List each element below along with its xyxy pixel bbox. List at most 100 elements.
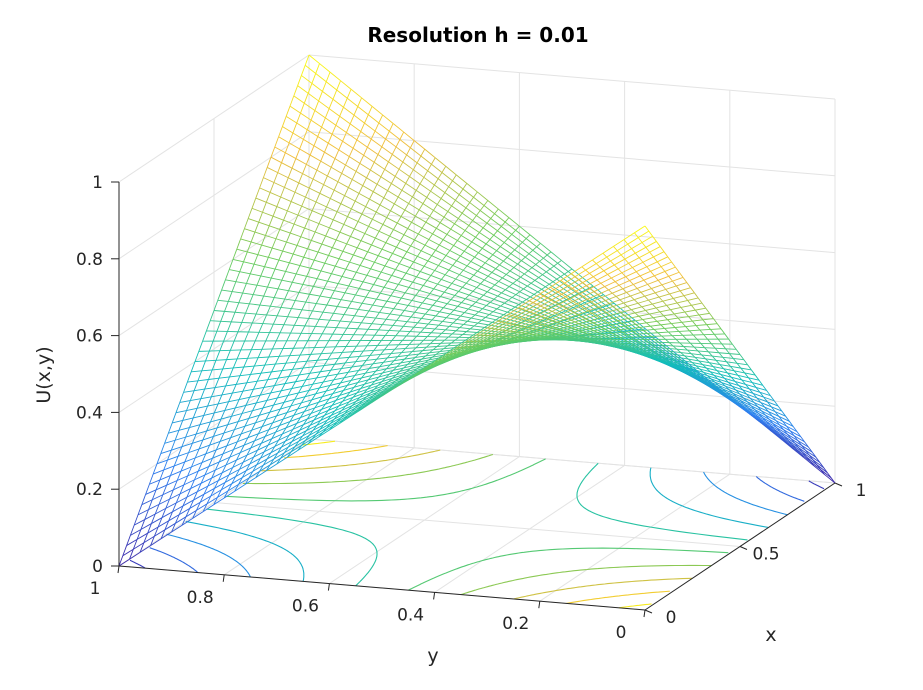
mesh-line: [451, 205, 463, 214]
mesh-line: [564, 273, 576, 283]
mesh-line: [281, 362, 287, 371]
mesh-line: [470, 256, 476, 262]
mesh-line: [205, 449, 217, 455]
mesh-line: [373, 345, 378, 351]
mesh-line: [586, 324, 597, 328]
mesh-line: [362, 177, 367, 186]
mesh-line: [307, 399, 313, 406]
mesh-line: [428, 357, 440, 361]
mesh-line: [733, 358, 744, 361]
mesh-line: [477, 335, 489, 342]
mesh-line: [309, 286, 314, 295]
mesh-line: [277, 446, 289, 454]
mesh-line: [705, 358, 717, 361]
mesh-line: [262, 400, 268, 409]
mesh-line: [616, 313, 628, 323]
mesh-line: [525, 310, 537, 316]
mesh-line: [482, 340, 493, 347]
mesh-line: [813, 465, 825, 475]
mesh-line: [539, 326, 551, 331]
mesh-line: [326, 206, 338, 213]
mesh-line: [485, 239, 491, 245]
mesh-line: [249, 264, 255, 275]
mesh-line: [417, 227, 423, 235]
mesh-line: [302, 383, 313, 387]
mesh-line: [330, 166, 342, 174]
mesh-line: [729, 353, 741, 355]
mesh-line: [688, 314, 700, 317]
mesh-line: [681, 359, 693, 363]
mesh-line: [176, 471, 182, 481]
mesh-line: [212, 427, 218, 437]
mesh-line: [228, 392, 233, 402]
mesh-line: [576, 298, 588, 305]
mesh-line: [332, 387, 338, 394]
mesh-line: [447, 211, 459, 219]
mesh-line: [395, 371, 407, 376]
mesh-line: [632, 284, 638, 289]
mesh-line: [530, 280, 536, 284]
mesh-line: [433, 283, 438, 290]
mesh-line: [143, 533, 149, 543]
mesh-line: [357, 213, 363, 222]
mesh-line: [270, 446, 276, 453]
mesh-line: [315, 427, 327, 435]
mesh-line: [272, 215, 284, 221]
mesh-line: [547, 334, 559, 337]
mesh-line: [329, 219, 334, 229]
mesh-line: [348, 403, 360, 411]
mesh-line: [370, 334, 376, 341]
mesh-line: [533, 291, 539, 295]
mesh-line: [435, 311, 440, 317]
mesh-line: [524, 256, 537, 265]
mesh-line: [360, 383, 365, 389]
mesh-line: [634, 295, 645, 301]
mesh-line: [548, 283, 560, 292]
mesh-line: [206, 495, 212, 505]
mesh-line: [210, 489, 222, 497]
mesh-line: [282, 368, 293, 372]
mesh-line: [438, 324, 450, 327]
mesh-line: [313, 415, 325, 421]
mesh-line: [518, 307, 523, 310]
mesh-line: [260, 451, 265, 459]
mesh-line: [340, 320, 351, 323]
mesh-line: [481, 262, 486, 268]
mesh-line: [645, 346, 656, 348]
mesh-line: [515, 291, 520, 295]
mesh-line: [573, 308, 585, 314]
mesh-line: [369, 284, 374, 292]
mesh-line: [529, 335, 541, 339]
mesh-line: [723, 392, 735, 400]
mesh-line: [410, 357, 416, 362]
mesh-line: [493, 298, 505, 304]
mesh-line: [575, 285, 587, 292]
mesh-line: [369, 162, 375, 171]
mesh-line: [296, 418, 308, 424]
mesh-line: [347, 307, 359, 310]
mesh-line: [295, 374, 300, 382]
mesh-line: [669, 293, 674, 299]
mesh-line: [350, 315, 355, 323]
mesh-line: [201, 457, 213, 463]
mesh-line: [340, 195, 346, 204]
mesh-line: [255, 415, 260, 423]
mesh-line: [337, 368, 342, 375]
mesh-line: [556, 276, 561, 280]
mesh-line: [404, 209, 416, 217]
mesh-line: [259, 177, 264, 189]
mesh-line: [530, 315, 542, 322]
mesh-line: [579, 314, 591, 322]
mesh-line: [440, 291, 445, 297]
mesh-line: [385, 131, 390, 140]
mesh-line: [634, 320, 646, 330]
floor-gridline: [434, 464, 625, 593]
mesh-line: [495, 264, 500, 269]
mesh-line: [490, 287, 502, 294]
mesh-line: [176, 496, 188, 504]
mesh-line: [324, 363, 335, 366]
mesh-line: [659, 311, 665, 317]
mesh-line: [363, 388, 375, 394]
mesh-line: [320, 346, 326, 354]
mesh-line: [527, 282, 532, 287]
